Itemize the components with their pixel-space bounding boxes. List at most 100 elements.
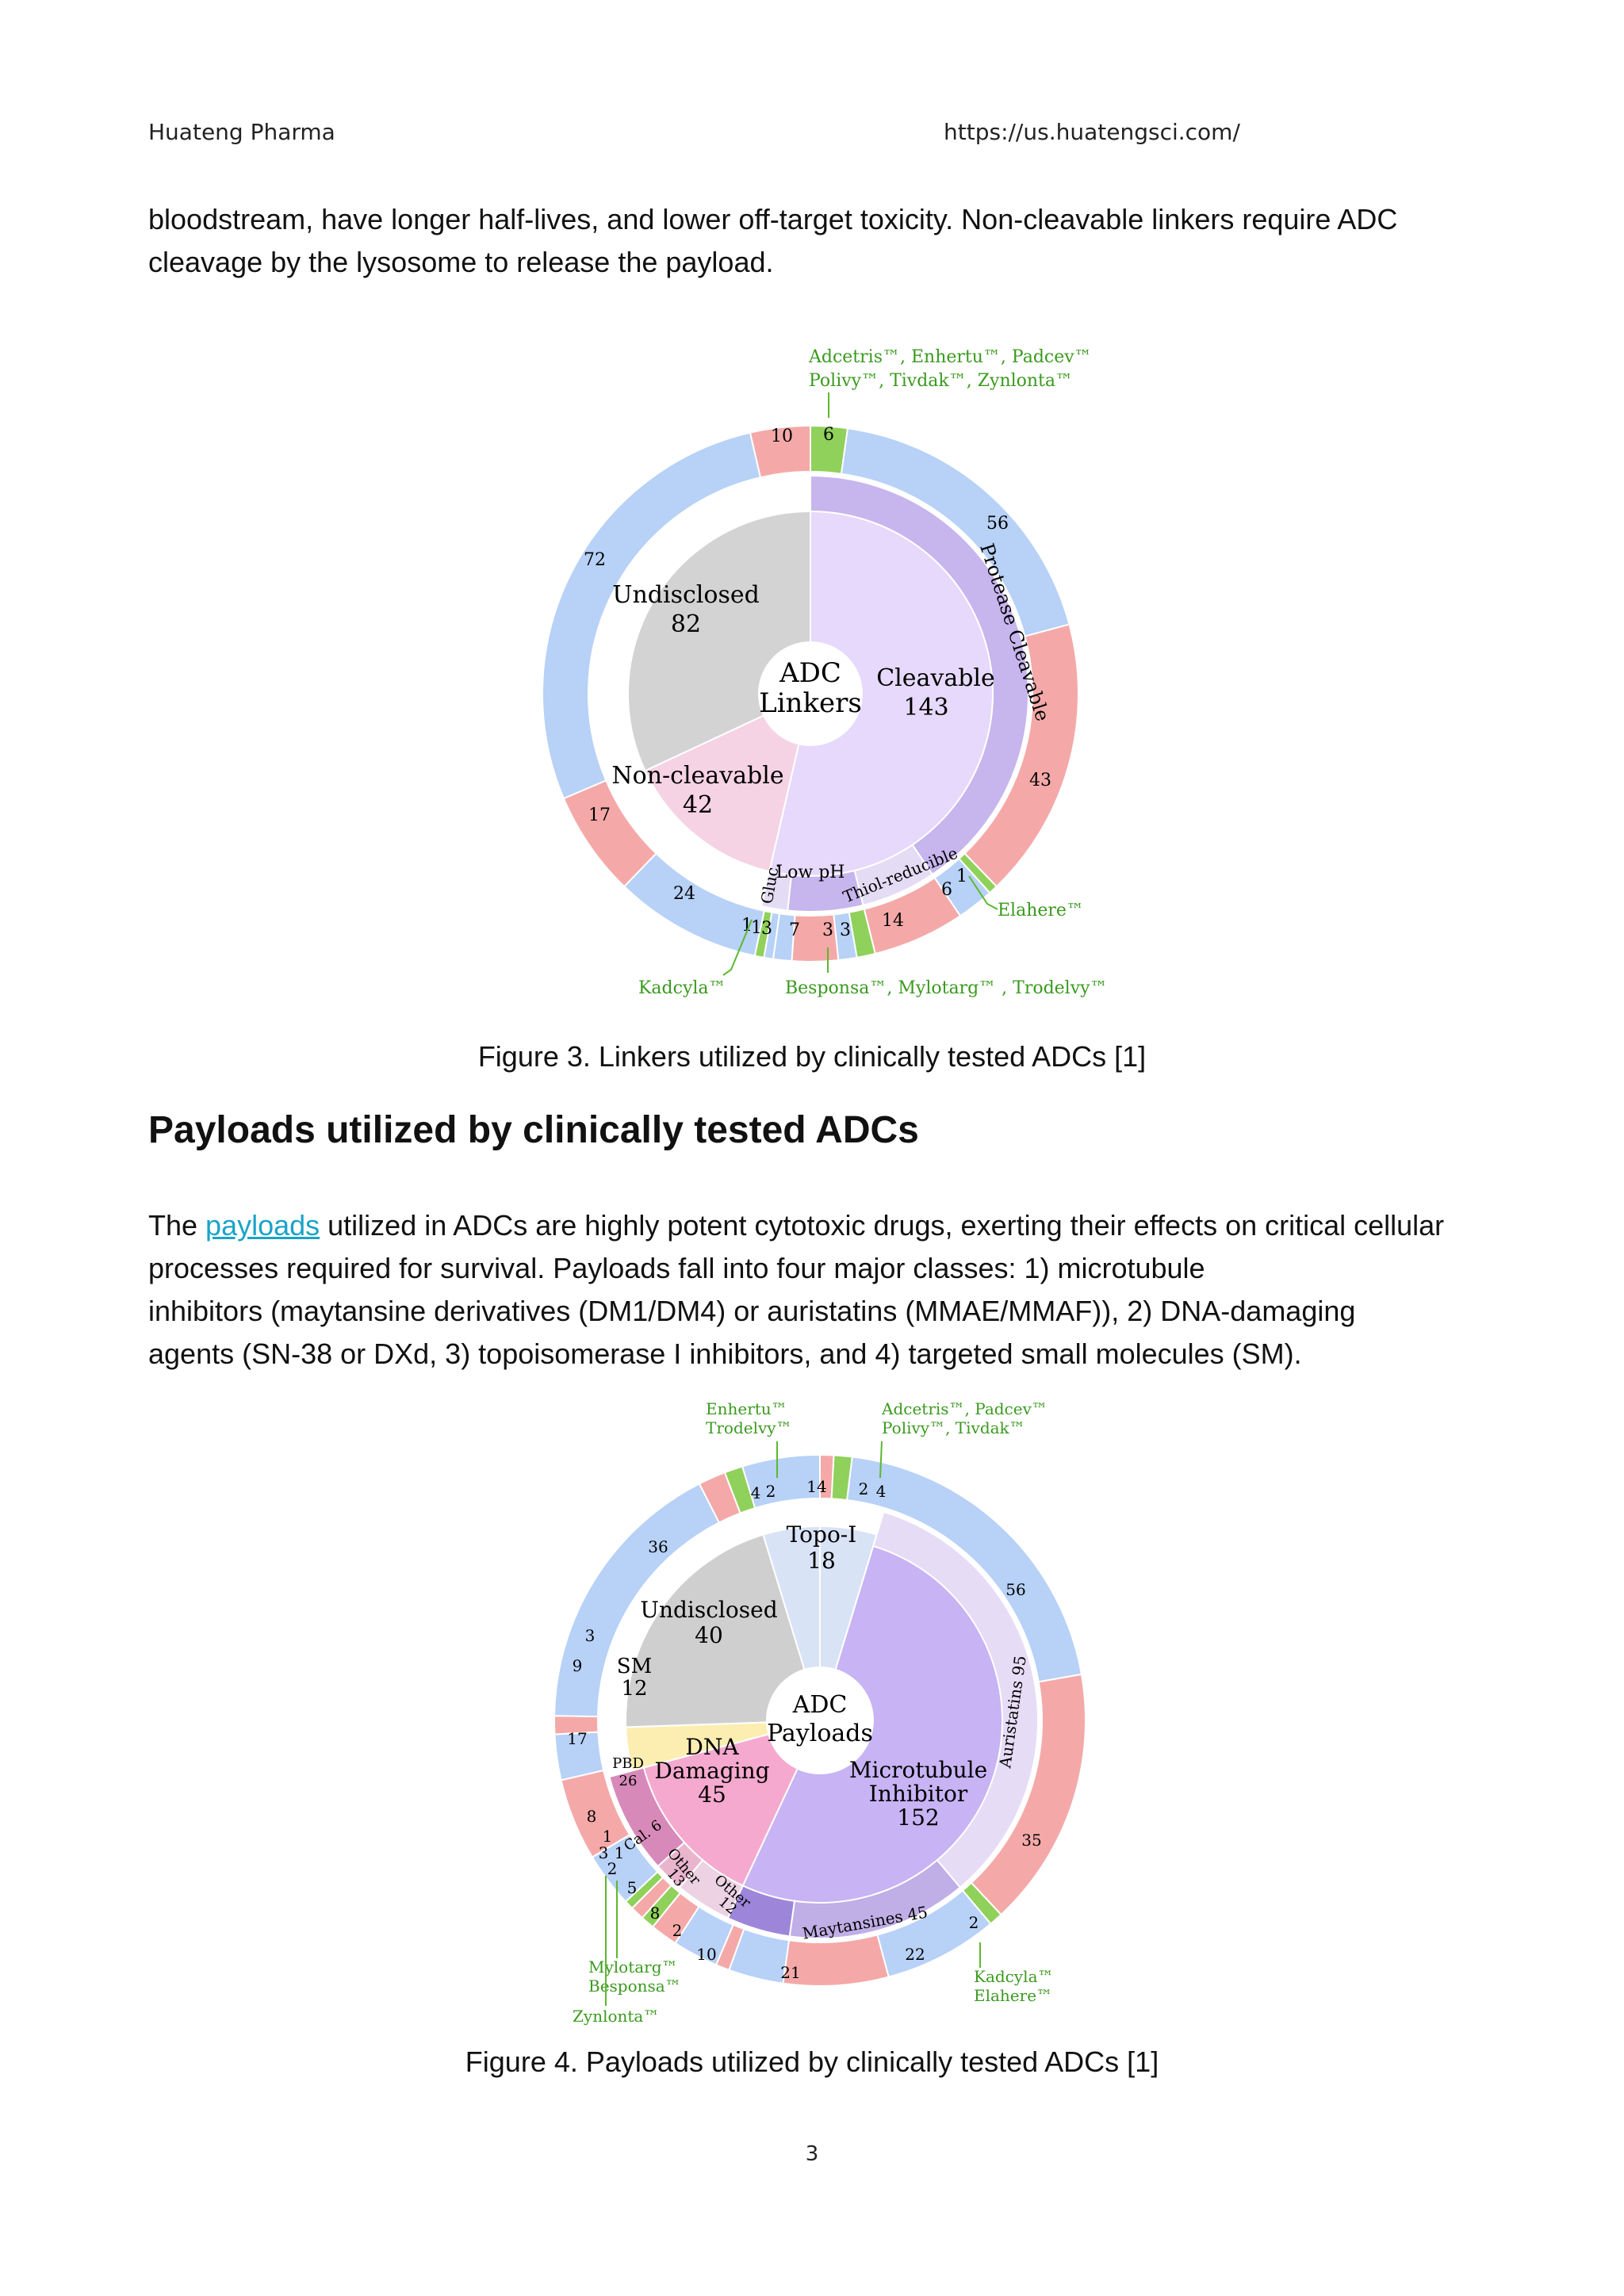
f4-outer-4b: 4 [751,1483,761,1502]
f4-outer-36: 36 [648,1537,668,1556]
f4-undisclosed-label: Undisclosed [640,1597,777,1623]
f4-outer-8a: 8 [650,1904,661,1923]
f3-outer-14: 14 [882,911,904,931]
f4-annot-tr2: Polivy™, Tivdak™ [882,1418,1025,1437]
figure3-leader-lines [722,392,998,976]
f4-dna-line1: DNA [685,1734,739,1760]
f3-rings-segment [749,424,811,479]
f4-annot-tl2: Trodelvy™ [706,1418,792,1437]
f3-outer-6b: 6 [941,880,952,900]
f4-outer-8b: 8 [587,1807,597,1826]
f3-outer-3c: 3 [761,919,772,939]
f4-sm-value: 12 [621,1677,647,1701]
f4-outer-2e: 2 [766,1482,776,1501]
f4-outer-2c: 2 [672,1921,683,1940]
f3-annot-bottom-left: Kadcyla™ [638,978,726,998]
figure3-noncleavable-value: 42 [683,791,713,819]
f4-outer-35: 35 [1021,1831,1041,1850]
f3-outer-10: 10 [771,427,793,446]
figure3-linkers-chart: ADC Linkers Cleavable 143 Non-cleavable … [542,347,1108,998]
f4-outer-2a: 2 [859,1479,869,1498]
intro-line-1: bloodstream, have longer half-lives, and… [148,203,1398,235]
figure3-caption: Figure 3. Linkers utilized by clinically… [477,1040,1147,1073]
f4-sm-label: SM [617,1655,652,1678]
page-number: 3 [805,2142,819,2166]
payloads-line-4: agents (SN-38 or DXd, 3) topoisomerase I… [148,1337,1302,1370]
figure4-center-line1: ADC [792,1691,848,1719]
f4-pbd-label: PBD [612,1755,644,1772]
f4-rings-segment [608,1766,686,1868]
header-right-url: https://us.huatengsci.com/ [944,119,1240,145]
f4-outer-4a: 4 [876,1482,887,1501]
f4-mt-line2: Inhibitor [869,1781,968,1807]
f4-rings-segment [723,1465,756,1514]
figure3-noncleavable-label: Non-cleavable [611,762,783,790]
figure4-rings [553,1453,1086,1987]
figure3-undisclosed-label: Undisclosed [612,581,760,609]
f3-outer-3b: 3 [822,920,833,940]
figure3-center-line1: ADC [779,657,841,689]
f4-topo-value: 18 [807,1548,836,1574]
f4-outer-9: 9 [573,1656,583,1675]
f3-rings-segment [644,692,812,873]
payloads-line-3: inhibitors (maytansine derivatives (DM1/… [148,1295,1356,1327]
payloads-line-1: The payloads utilized in ADCs are highly… [148,1204,1480,1247]
payloads-link[interactable]: payloads [205,1209,320,1242]
f4-annot-l2: Besponsa™ [588,1976,681,1996]
f4-annot-tl1: Enhertu™ [706,1399,787,1418]
f4-annot-l1: Mylotarg™ [588,1957,678,1976]
figure4-center-line2: Payloads [767,1720,873,1747]
payloads-paragraph: The payloads utilized in ADCs are highly… [148,1204,1480,1376]
f4-dna-value: 45 [698,1781,726,1808]
header-left: Huateng Pharma [148,119,335,145]
figure4-payloads-chart: ADC Payloads Topo-I 18 Microtubule Inhib… [553,1399,1086,2026]
f3-outer-17: 17 [588,806,611,825]
payloads-line-1-pre: The [148,1209,206,1242]
intro-line-2: cleavage by the lysosome to release the … [148,246,774,278]
f4-topo-label: Topo-I [787,1521,857,1548]
f3-annot-right: Elahere™ [998,901,1084,920]
f3-outer-6: 6 [823,425,834,445]
f3-outer-1a: 1 [956,867,967,886]
section-heading: Payloads utilized by clinically tested A… [148,1109,919,1151]
f4-outer-1a: 1 [615,1843,625,1862]
figure3-center-circle [758,641,863,746]
f3-outer-3a: 3 [840,920,851,940]
f3-outer-1b: 1 [751,918,762,938]
f4-undisclosed-value: 40 [695,1622,723,1648]
f4-outer-1b: 1 [603,1827,613,1846]
f4-outer-3b: 3 [585,1626,596,1645]
figure4-outer-labels: 14 2 4 56 35 2 22 21 10 2 8 5 2 3 1 1 8 … [567,1477,1041,1982]
f3-rings-segment [760,870,793,912]
f4-outer-2d: 2 [607,1859,618,1878]
f4-mt-line1: Microtubule [849,1757,987,1783]
f4-outer-14: 14 [806,1477,826,1496]
figure3-rings [542,424,1079,962]
f4-rings-segment [625,1533,822,1728]
f4-outer-22: 22 [905,1945,925,1964]
figure4-leader-lines [605,1441,981,2006]
f4-dna-line2: Damaging [654,1758,769,1784]
f4-outer-21: 21 [780,1963,800,1982]
figure3-cleavable-value: 143 [903,694,948,721]
payloads-line-2: processes required for survival. Payload… [148,1252,1205,1284]
figure3-outer-labels: 6 56 43 1 6 14 3 3 7 3 1 1 24 17 72 10 [584,425,1051,940]
f4-outer-3a: 3 [599,1843,609,1862]
f4-outer-10: 10 [696,1945,716,1964]
f3-outer-24: 24 [673,884,695,904]
payloads-line-1-post: utilized in ADCs are highly potent cytot… [320,1209,1445,1242]
figure3-center-line2: Linkers [759,687,862,719]
f3-outer-72: 72 [584,550,606,570]
f3-outer-43: 43 [1029,771,1051,790]
f3-annot-top1: Adcetris™, Enhertu™, Padcev™ [808,347,1092,367]
f4-outer-2b: 2 [969,1913,979,1932]
f4-outer-17: 17 [567,1729,587,1748]
figure3-undisclosed-value: 82 [671,610,701,638]
figure3-cleavable-label: Cleavable [876,664,995,692]
f4-annot-l3: Zynlonta™ [573,2007,659,2026]
f3-outer-56: 56 [986,514,1009,534]
figure3-annotations: Adcetris™, Enhertu™, Padcev™ Polivy™, Ti… [638,347,1108,998]
f4-annot-tr1: Adcetris™, Padcev™ [881,1399,1048,1418]
f4-outer-56: 56 [1005,1580,1025,1599]
intro-paragraph: bloodstream, have longer half-lives, and… [148,198,1480,284]
